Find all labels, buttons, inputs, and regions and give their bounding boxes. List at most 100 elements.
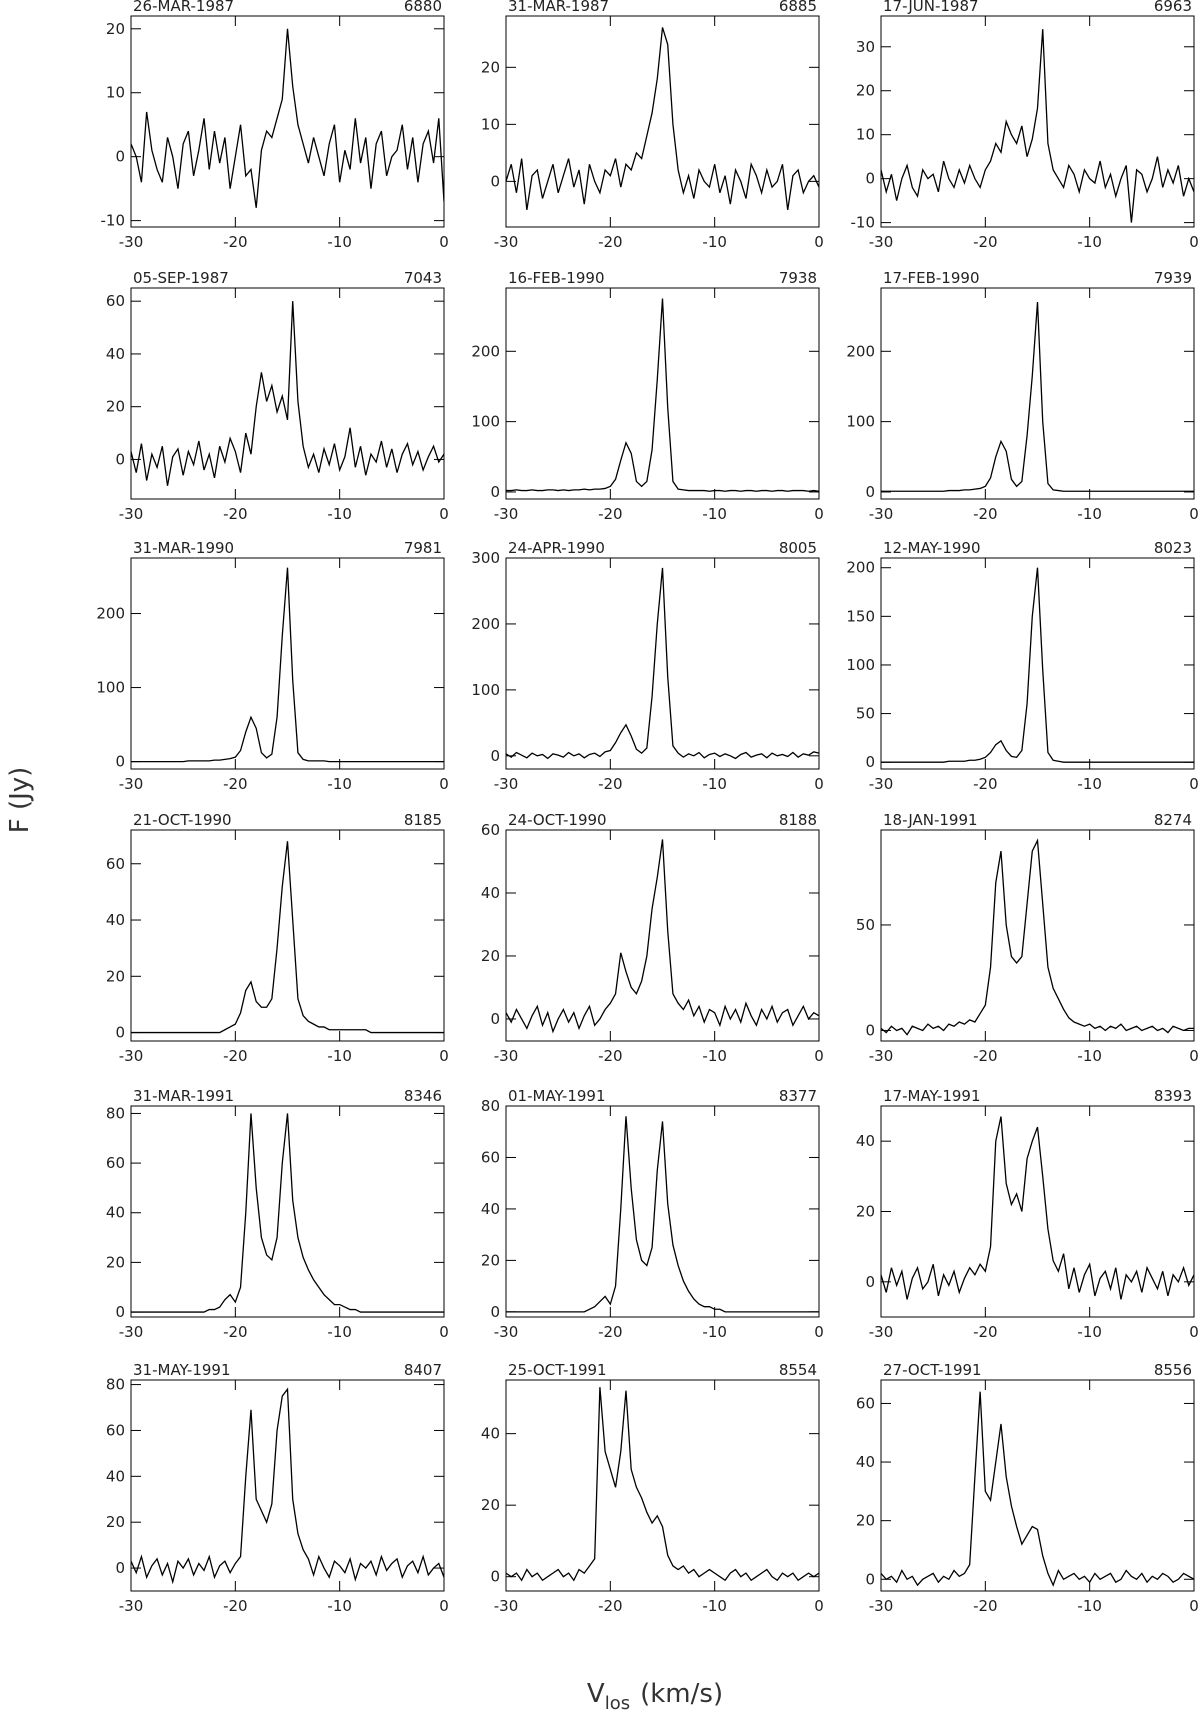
x-tick-label: -20 (598, 775, 623, 793)
panel-frame (505, 829, 820, 1042)
x-tick-label: -20 (973, 1323, 998, 1341)
panel-date: 01-MAY-1991 (508, 1087, 606, 1105)
spectrum-line (881, 1391, 1194, 1587)
panel-date: 31-MAY-1991 (133, 1361, 231, 1379)
panel-frame (505, 1379, 820, 1592)
panel-frame (505, 1105, 820, 1318)
x-tick-label: -30 (869, 1323, 894, 1341)
x-tick-label: 0 (1189, 1323, 1199, 1341)
x-tick-label: -20 (223, 775, 248, 793)
x-tick-label: -20 (973, 1047, 998, 1065)
y-tick-label: 40 (106, 911, 125, 929)
x-tick-label: -10 (702, 505, 727, 523)
panel-date: 18-JAN-1991 (883, 811, 978, 829)
y-tick-label: 30 (856, 38, 875, 56)
y-tick-label: 100 (471, 681, 500, 699)
x-tick-label: -10 (1077, 775, 1102, 793)
y-tick-label: 20 (106, 967, 125, 985)
x-tick-label: -30 (119, 1047, 144, 1065)
x-tick-label: -30 (869, 233, 894, 251)
y-tick-label: 0 (865, 1570, 875, 1588)
x-tick-label: -20 (598, 233, 623, 251)
x-tick-label: -30 (119, 505, 144, 523)
panel-frame (130, 287, 445, 500)
spectrum-line (881, 302, 1194, 492)
panel-number: 6885 (779, 0, 817, 15)
spectrum-line (131, 28, 444, 208)
x-tick-label: -10 (1077, 1597, 1102, 1615)
y-tick-label: -10 (101, 212, 126, 230)
y-tick-label: 150 (846, 607, 875, 625)
panel-date: 25-OCT-1991 (508, 1361, 607, 1379)
x-tick-label: -20 (973, 775, 998, 793)
y-tick-label: 20 (481, 1251, 500, 1269)
x-tick-label: -10 (1077, 505, 1102, 523)
panel: 25-OCT-1991 8554 -30 -20 -10 0 0 20 40 (481, 1361, 824, 1615)
x-tick-label: -20 (598, 1047, 623, 1065)
panel-frame (130, 557, 445, 770)
spectrum-line (131, 1387, 444, 1585)
y-tick-label: 0 (490, 1010, 500, 1028)
panel: 31-MAR-1990 7981 -30 -20 -10 0 0 100 200 (96, 539, 448, 793)
x-tick-label: -30 (119, 775, 144, 793)
y-tick-label: 40 (481, 884, 500, 902)
x-tick-label: -30 (494, 775, 519, 793)
x-tick-label: -30 (869, 1047, 894, 1065)
panel-date: 17-FEB-1990 (883, 269, 979, 287)
panel-number: 8556 (1154, 1361, 1192, 1379)
y-tick-label: 100 (96, 679, 125, 697)
panel-date: 31-MAR-1990 (133, 539, 234, 557)
y-tick-label: 40 (106, 345, 125, 363)
panel: 17-JUN-1987 6963 -30 -20 -10 0 -10 0 10 20 30 (851, 0, 1199, 251)
y-tick-label: 20 (106, 1253, 125, 1271)
x-label-symbol: V (587, 1679, 605, 1709)
y-tick-label: 0 (115, 753, 125, 771)
x-tick-label: 0 (814, 1597, 824, 1615)
x-tick-label: 0 (1189, 233, 1199, 251)
x-tick-label: -20 (223, 233, 248, 251)
y-axis-label: F (Jy) (5, 767, 35, 834)
panel-number: 7939 (1154, 269, 1192, 287)
x-tick-label: -20 (223, 505, 248, 523)
y-tick-label: 60 (481, 821, 500, 839)
x-tick-label: -20 (973, 1597, 998, 1615)
y-tick-label: 80 (106, 1104, 125, 1122)
panel-number: 8005 (779, 539, 817, 557)
x-tick-label: 0 (439, 1323, 449, 1341)
panel-number: 8393 (1154, 1087, 1192, 1105)
x-tick-label: -10 (1077, 233, 1102, 251)
y-tick-label: 100 (846, 413, 875, 431)
y-tick-label: 0 (490, 1568, 500, 1586)
x-tick-label: -30 (494, 1047, 519, 1065)
panel-frame (130, 829, 445, 1042)
panel: 18-JAN-1991 8274 -30 -20 -10 0 0 50 (856, 811, 1199, 1065)
y-tick-label: 50 (856, 916, 875, 934)
x-tick-label: -10 (702, 233, 727, 251)
y-tick-label: 40 (481, 1200, 500, 1218)
x-tick-label: -20 (223, 1323, 248, 1341)
y-tick-label: 20 (106, 1513, 125, 1531)
panel-frame (505, 557, 820, 770)
y-tick-label: 40 (856, 1453, 875, 1471)
y-tick-label: 60 (106, 855, 125, 873)
x-tick-label: -30 (869, 505, 894, 523)
spectrum-line (131, 1113, 444, 1313)
panel-date: 26-MAR-1987 (133, 0, 234, 15)
y-tick-label: 40 (106, 1204, 125, 1222)
x-tick-label: -10 (702, 1047, 727, 1065)
spectrum-line (131, 567, 444, 763)
panel-date: 31-MAR-1991 (133, 1087, 234, 1105)
x-tick-label: -10 (702, 1597, 727, 1615)
panel-frame (130, 1379, 445, 1592)
y-tick-label: 300 (471, 549, 500, 567)
panel-frame (880, 557, 1195, 770)
panel-number: 8377 (779, 1087, 817, 1105)
x-tick-label: 0 (1189, 505, 1199, 523)
x-tick-label: 0 (814, 233, 824, 251)
x-tick-label: 0 (814, 1323, 824, 1341)
y-tick-label: 200 (846, 342, 875, 360)
x-label-subscript: los (605, 1693, 630, 1714)
y-tick-label: 20 (106, 20, 125, 38)
